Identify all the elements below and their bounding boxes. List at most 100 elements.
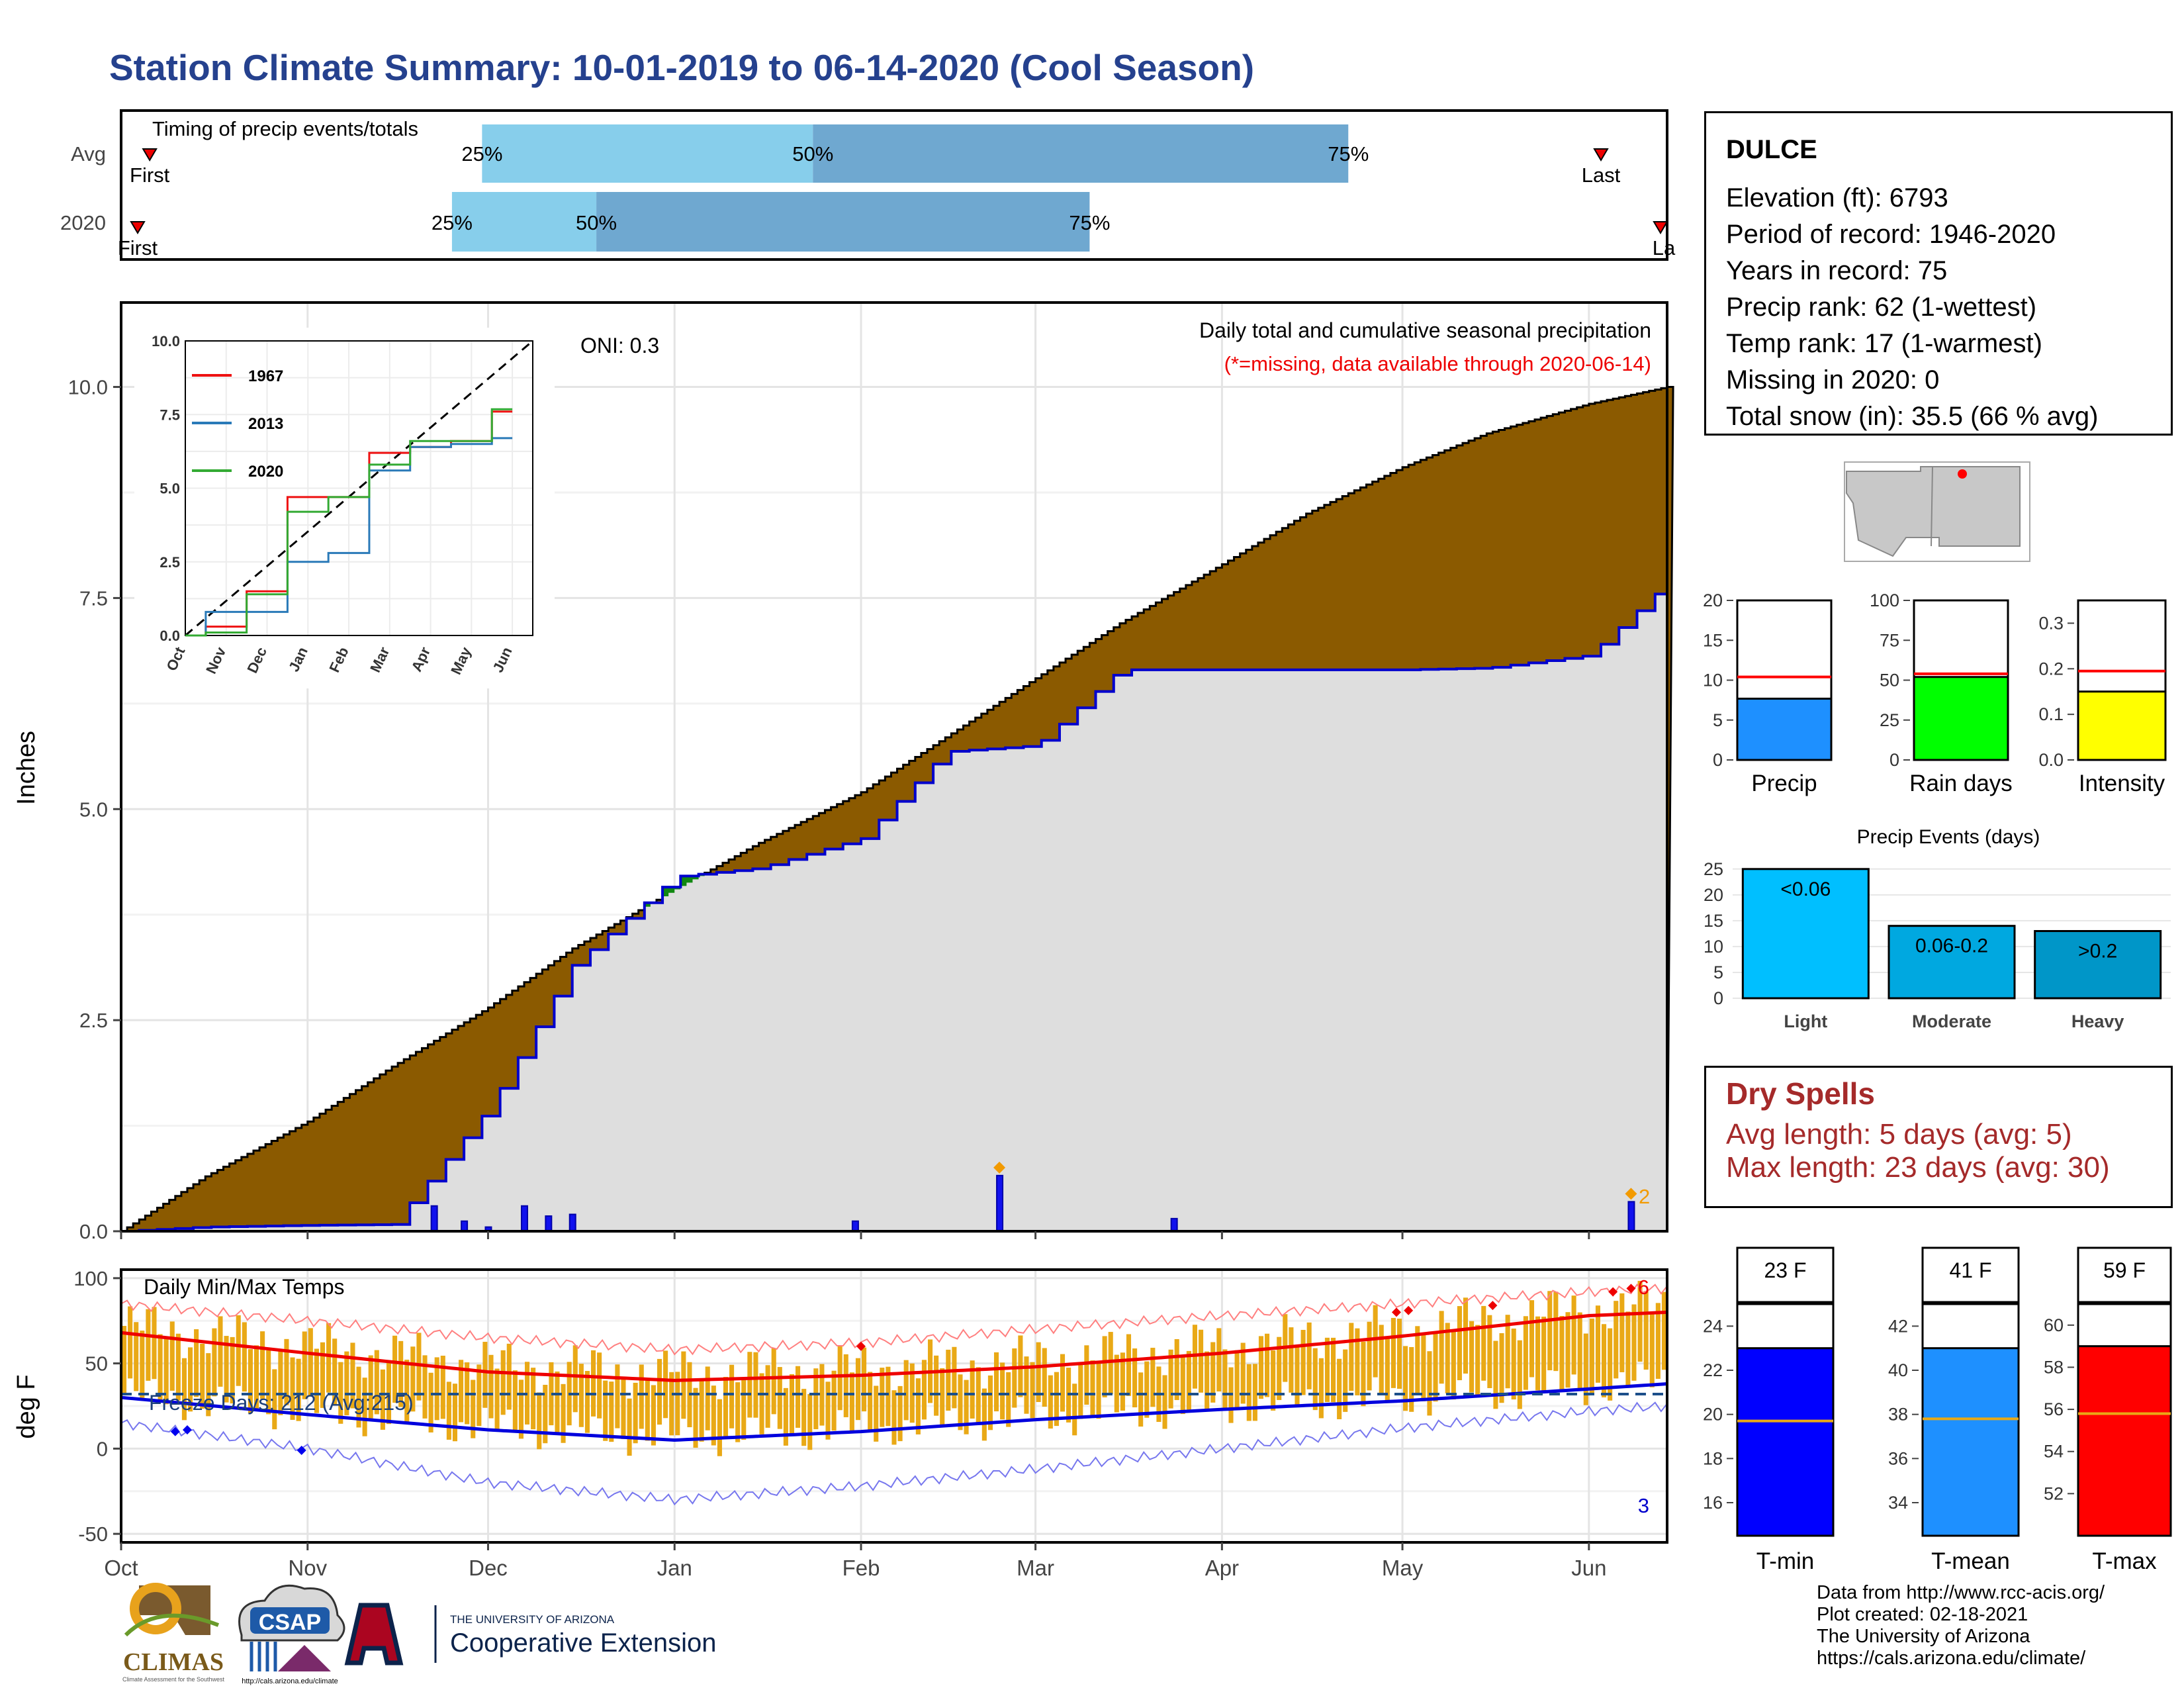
daily-temp-bar [1589,1318,1594,1393]
gauge-label: T-max [2092,1548,2157,1574]
gauge-tick-label: 0.1 [2038,704,2064,724]
inset-y-tick-label: 7.5 [159,406,180,423]
inset-legend-label: 2020 [248,463,283,481]
gauge-tick-label: 10 [1703,671,1723,690]
daily-temp-bar [1523,1316,1528,1390]
daily-temp-bar [1132,1348,1138,1408]
daily-temp-bar [729,1364,735,1429]
daily-temp-bar [488,1354,494,1419]
gauge-tick-label: 18 [1703,1448,1723,1468]
timing-first-marker [142,148,158,162]
timing-row-2020: 2020 [60,211,106,234]
daily-temp-bar [921,1360,927,1420]
daily-precip-bar [996,1174,1004,1232]
daily-temp-bar [1493,1340,1498,1409]
daily-temp-bar [1445,1323,1450,1393]
daily-temp-bar [163,1338,169,1405]
daily-temp-bar [1565,1312,1570,1388]
daily-temp-bar [1637,1280,1643,1362]
daily-temp-bar [1277,1336,1282,1400]
dry-spells-avg: Avg length: 5 days (avg: 5) [1726,1118,2072,1150]
temp-record-marker [1608,1287,1618,1297]
timing-last-marker [1593,148,1609,162]
daily-temp-bar [952,1346,957,1409]
inset-y-tick-label: 0.0 [159,628,180,644]
temp-record-marker [1488,1301,1498,1311]
temp-x-tick-label: Feb [842,1556,880,1580]
daily-temp-bar [603,1380,608,1441]
daily-temp-bar [212,1328,217,1397]
daily-temp-bar [693,1387,698,1448]
temp-x-tick-label: Nov [288,1556,327,1580]
daily-temp-bar [1199,1329,1204,1393]
daily-temp-bar [1403,1346,1408,1411]
daily-temp-bar [765,1365,770,1428]
daily-temp-bar [146,1309,151,1381]
daily-temp-bar [1054,1372,1059,1427]
timing-row-avg: Avg [71,142,106,165]
daily-temp-bar [1306,1322,1312,1389]
daily-temp-bar [1427,1351,1432,1416]
daily-temp-bar [777,1367,782,1429]
temp-x-tick-label: Mar [1017,1556,1054,1580]
temp-record-marker [1404,1305,1414,1315]
daily-temp-bar [1072,1383,1077,1436]
temp-y-tick-label: 0 [97,1437,108,1460]
timing-first-label: First [118,236,158,259]
daily-temp-bar [1421,1333,1426,1401]
daily-temp-bar [1469,1321,1475,1393]
gauge-label: T-min [1756,1548,1815,1574]
daily-temp-bar [831,1370,837,1431]
daily-temp-bar [1559,1315,1565,1391]
daily-temp-bar [675,1372,680,1436]
daily-temp-bar [398,1340,404,1407]
climas-logo-subtext: Climate Assessment for the Southwest [122,1676,225,1683]
daily-temp-bar [1643,1291,1649,1370]
daily-temp-bar [169,1321,175,1391]
credit-data-source: Data from http://www.rcc-acis.org/ [1817,1582,2105,1603]
timing-first-label: First [130,164,170,187]
current-cumulative-line [121,592,1667,1233]
station-years: Years in record: 75 [1726,256,1948,285]
daily-temp-bar [572,1345,578,1413]
daily-temp-bar [868,1372,873,1431]
daily-temp-bar [362,1378,367,1436]
temp-x-tick-label: Dec [469,1556,508,1580]
daily-temp-bar [440,1355,445,1419]
precip-events-chart: 0 5 10 15 20 25 <0.06 Light 0.06-0.2 Moderate >0.2… [1704,859,2171,1031]
daily-temp-bar [705,1366,710,1430]
daily-temp-bar [681,1351,686,1419]
gauge-tick-label: 25 [1880,710,1899,730]
temp-plot [120,1280,1668,1506]
daily-temp-bar [1349,1323,1354,1391]
events-tick-label: 25 [1704,859,1723,879]
daily-temp-bar [976,1367,981,1424]
daily-temp-bar [350,1342,355,1409]
daily-temp-bar [1499,1333,1504,1403]
inset-legend-label: 2013 [248,415,283,433]
daily-temp-bar [1312,1348,1318,1411]
inset-y-tick-label: 5.0 [159,481,180,497]
timing-chart: 25% 50% 75% First Last 25% 50% 75% First La [118,124,1676,259]
daily-precip-bar [569,1213,576,1233]
csap-logo: CSAP http://cals.arizona.edu/climate [238,1584,345,1685]
gauge-value-bar [1913,676,2009,761]
daily-temp-bar [1577,1312,1582,1388]
gauge-tick-label: 16 [1703,1493,1723,1513]
ua-logo-small-text: THE UNIVERSITY OF ARIZONA [450,1613,615,1626]
daily-temp-bar [1535,1316,1541,1391]
credit-plot-created: Plot created: 02-18-2021 [1817,1604,2028,1625]
events-tick-label: 5 [1713,962,1723,982]
record-max-line [120,1283,1668,1356]
gauge-spacer [1914,592,2008,593]
daily-temp-bar [615,1364,620,1429]
gauge-tick-label: 15 [1703,630,1723,650]
daily-temp-bar [934,1355,939,1416]
daily-temp-bar [410,1346,416,1412]
inset-series-line [185,437,513,637]
daily-temp-bar [1265,1333,1270,1397]
gauge-tick-label: 38 [1888,1405,1908,1425]
events-category-label: Moderate [1912,1011,1991,1031]
daily-temp-bar [1258,1336,1264,1399]
daily-temp-bar [1409,1346,1414,1412]
